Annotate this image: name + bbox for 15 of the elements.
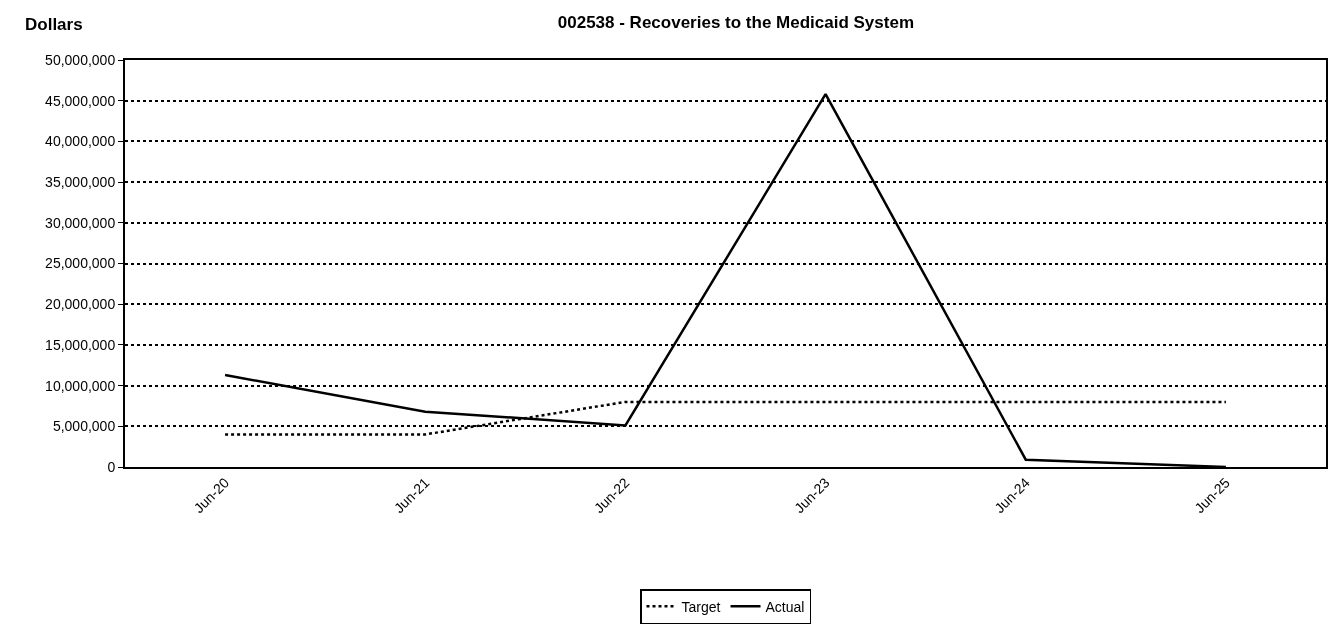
chart-title: 002538 - Recoveries to the Medicaid System <box>557 12 915 32</box>
y-tick-label: 30,000,000 <box>45 214 116 231</box>
y-tick-label: 10,000,000 <box>45 377 116 394</box>
legend-label: Actual <box>765 598 805 615</box>
y-tick-label: 25,000,000 <box>45 255 116 272</box>
y-tick-label: 20,000,000 <box>45 296 116 313</box>
y-tick-label: 5,000,000 <box>52 418 116 435</box>
y-tick-label: 45,000,000 <box>45 92 116 109</box>
y-axis-title: Dollars <box>25 15 83 34</box>
y-tick-label: 15,000,000 <box>45 336 116 353</box>
y-tick-label: 50,000,000 <box>45 51 116 68</box>
y-tick-label: 40,000,000 <box>45 133 116 150</box>
y-tick-label: 35,000,000 <box>45 174 116 190</box>
legend-label: Target <box>681 598 721 615</box>
y-tick-label: 0 <box>107 458 116 475</box>
